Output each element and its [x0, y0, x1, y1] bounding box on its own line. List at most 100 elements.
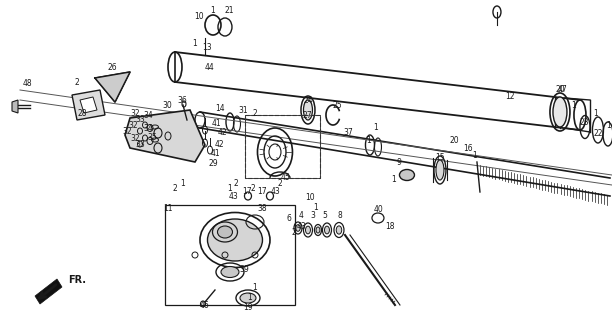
Text: 3: 3	[310, 211, 315, 220]
Polygon shape	[80, 97, 97, 113]
Text: 1: 1	[228, 183, 233, 193]
Text: 21: 21	[224, 5, 234, 14]
Polygon shape	[95, 72, 130, 102]
Text: 38: 38	[257, 204, 267, 212]
Ellipse shape	[304, 100, 313, 120]
Text: 1: 1	[248, 292, 252, 301]
Text: 19: 19	[243, 303, 253, 313]
Text: 45: 45	[281, 172, 291, 181]
Text: 39: 39	[239, 266, 249, 275]
Polygon shape	[72, 90, 105, 120]
Ellipse shape	[207, 219, 263, 261]
Text: 35: 35	[147, 132, 157, 141]
Text: 28: 28	[77, 108, 87, 117]
Text: 9: 9	[397, 157, 401, 166]
Text: 1: 1	[193, 38, 197, 47]
Text: 17: 17	[257, 187, 267, 196]
Text: 43: 43	[297, 221, 307, 230]
Text: 22: 22	[593, 129, 603, 138]
Text: 17: 17	[242, 187, 252, 196]
Ellipse shape	[296, 225, 300, 231]
Text: 40: 40	[374, 204, 384, 213]
Ellipse shape	[336, 226, 341, 234]
Text: 2: 2	[75, 77, 80, 86]
Text: 13: 13	[202, 43, 212, 52]
Text: 32: 32	[130, 108, 140, 117]
Ellipse shape	[316, 227, 320, 233]
Text: 1: 1	[211, 5, 215, 14]
Text: 12: 12	[506, 92, 515, 100]
Text: 1: 1	[373, 123, 378, 132]
Text: 32: 32	[122, 126, 132, 135]
Ellipse shape	[553, 97, 567, 127]
Text: 1: 1	[181, 179, 185, 188]
Ellipse shape	[240, 293, 256, 303]
Text: FR.: FR.	[68, 275, 86, 285]
Ellipse shape	[324, 226, 329, 234]
Text: 1: 1	[392, 174, 397, 183]
Text: 34: 34	[143, 124, 153, 132]
Polygon shape	[35, 279, 62, 304]
Text: 20: 20	[449, 135, 459, 145]
Text: 24: 24	[303, 95, 313, 105]
Text: 1: 1	[367, 135, 371, 145]
Text: 1: 1	[253, 284, 258, 292]
Text: 30: 30	[162, 100, 172, 109]
Text: 43: 43	[271, 187, 281, 196]
Text: 31: 31	[238, 106, 248, 115]
Text: 25: 25	[332, 100, 341, 109]
Text: 15: 15	[435, 153, 445, 162]
Text: 2: 2	[173, 183, 177, 193]
Text: 41: 41	[211, 118, 221, 127]
Text: 2: 2	[234, 179, 238, 188]
Text: 2: 2	[253, 108, 258, 117]
Ellipse shape	[221, 267, 239, 277]
Ellipse shape	[217, 226, 233, 238]
Text: 5: 5	[323, 211, 327, 220]
Text: 36: 36	[177, 95, 187, 105]
Text: 44: 44	[205, 62, 215, 71]
Text: 4: 4	[299, 211, 304, 220]
Text: 29: 29	[208, 158, 218, 167]
Polygon shape	[12, 100, 18, 113]
Text: 20: 20	[555, 84, 565, 93]
Text: 37: 37	[343, 127, 353, 137]
Text: 42: 42	[214, 140, 224, 148]
Text: 43: 43	[229, 191, 239, 201]
Text: 48: 48	[22, 78, 32, 87]
Text: 2: 2	[291, 228, 296, 236]
Text: 14: 14	[215, 103, 225, 113]
Text: 23: 23	[579, 117, 589, 126]
Text: 16: 16	[463, 143, 473, 153]
Text: 27: 27	[302, 110, 312, 119]
Text: 26: 26	[107, 62, 117, 71]
Text: 1: 1	[313, 203, 318, 212]
Text: 32: 32	[128, 121, 138, 130]
Text: 2: 2	[250, 183, 255, 193]
Text: 46: 46	[200, 301, 210, 310]
Text: 1: 1	[572, 100, 577, 109]
Text: 1: 1	[594, 108, 599, 117]
Text: 8: 8	[338, 211, 342, 220]
Polygon shape	[125, 110, 205, 162]
Text: 33: 33	[135, 115, 145, 124]
Text: 18: 18	[385, 221, 395, 230]
Text: 42: 42	[217, 127, 227, 137]
Text: 6: 6	[286, 213, 291, 222]
Bar	[165, 205, 295, 305]
Text: 10: 10	[305, 193, 315, 202]
Bar	[245, 115, 320, 178]
Text: 32: 32	[130, 133, 140, 142]
Text: 41: 41	[210, 148, 220, 157]
Text: 1: 1	[606, 121, 611, 130]
Ellipse shape	[436, 160, 444, 180]
Text: 2: 2	[278, 179, 282, 188]
Text: 10: 10	[194, 12, 204, 20]
Text: 11: 11	[163, 204, 173, 212]
Text: 1: 1	[472, 150, 477, 159]
Text: 47: 47	[558, 84, 568, 93]
Text: 34: 34	[143, 110, 153, 119]
Ellipse shape	[400, 170, 414, 180]
Ellipse shape	[305, 226, 310, 234]
Text: 33: 33	[135, 140, 145, 148]
